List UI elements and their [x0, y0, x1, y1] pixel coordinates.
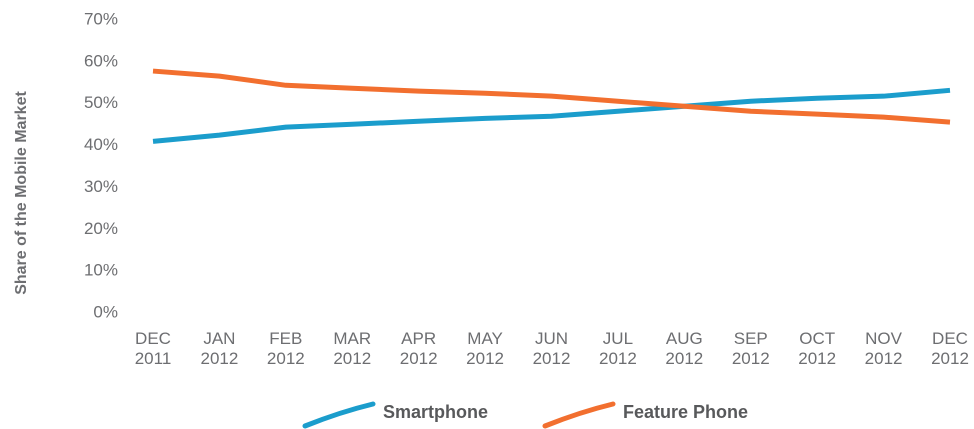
legend-label: Feature Phone	[623, 402, 748, 422]
legend-swatch	[542, 401, 616, 429]
y-tick-label: 40%	[84, 135, 118, 154]
legend-swatch	[302, 401, 376, 429]
x-tick-label: APR 2012	[400, 329, 438, 368]
x-tick-label: MAY 2012	[466, 329, 504, 368]
x-tick-label: JUN 2012	[533, 329, 571, 368]
x-tick-label: OCT 2012	[798, 329, 836, 368]
x-tick-label: SEP 2012	[732, 329, 770, 368]
y-tick-label: 50%	[84, 93, 118, 112]
y-tick-label: 70%	[84, 9, 118, 28]
legend-label: Smartphone	[383, 402, 488, 422]
y-axis-label: Share of the Mobile Market	[13, 91, 30, 295]
x-tick-label: MAR 2012	[333, 329, 371, 368]
y-tick-label: 30%	[84, 177, 118, 196]
x-tick-label: JUL 2012	[599, 329, 637, 368]
y-tick-label: 0%	[93, 302, 118, 321]
y-tick-label: 60%	[84, 51, 118, 70]
x-tick-label: DEC 2012	[931, 329, 969, 368]
line-series	[152, 68, 951, 125]
x-tick-label: DEC 2011	[135, 329, 172, 368]
y-tick-label: 20%	[84, 219, 118, 238]
y-tick-label: 10%	[84, 261, 118, 280]
x-tick-label: AUG 2012	[665, 329, 703, 368]
x-tick-label: FEB 2012	[267, 329, 305, 368]
x-tick-label: NOV 2012	[865, 329, 903, 368]
line-series	[152, 87, 951, 144]
x-tick-label: JAN 2012	[201, 329, 239, 368]
